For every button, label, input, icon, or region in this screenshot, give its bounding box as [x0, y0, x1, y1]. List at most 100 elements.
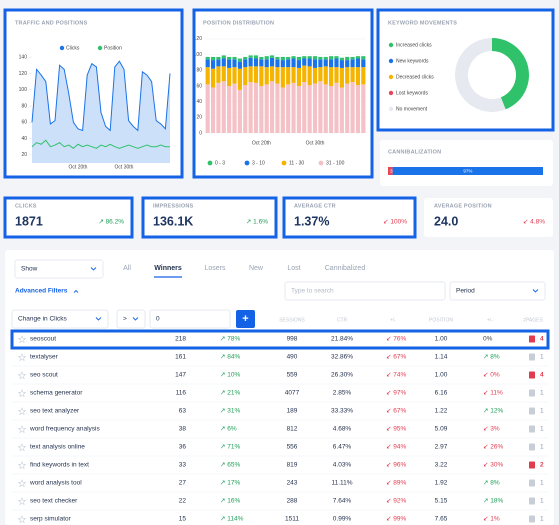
- select[interactable]: [116, 309, 146, 329]
- kpi-change: ↙ 4.8%: [523, 219, 545, 226]
- table-cell: ↙ 26%: [483, 444, 503, 451]
- star-icon[interactable]: [17, 461, 27, 470]
- table-cell: 4: [540, 336, 544, 343]
- bar-segment: [350, 59, 355, 68]
- chevron: [73, 289, 79, 293]
- star-icon[interactable]: [17, 443, 27, 452]
- bar-segment: [243, 67, 248, 86]
- y-tick-label: 40: [196, 99, 202, 105]
- table-cell: 2.97: [435, 444, 448, 451]
- table-cell: ↗ 8%: [483, 480, 500, 487]
- bar-segment: [227, 59, 232, 68]
- star-icon[interactable]: [17, 371, 27, 380]
- table-cell: word analysis tool: [29, 480, 82, 487]
- table-cell: 1.92: [435, 480, 448, 487]
- bar-segment: [334, 56, 339, 59]
- tab[interactable]: Lost: [287, 265, 300, 272]
- bar-segment: [291, 82, 296, 133]
- select[interactable]: [14, 259, 104, 279]
- bar-segment: [307, 66, 312, 86]
- kpi-change: ↗ 86.2%: [98, 219, 124, 226]
- bar-segment: [286, 67, 291, 85]
- legend-swatch: [281, 160, 287, 166]
- table-cell: ↗ 78%: [220, 336, 240, 343]
- table-cell: ↗ 84%: [220, 354, 240, 361]
- star-icon[interactable]: [17, 389, 27, 398]
- bar-segment: [216, 59, 221, 67]
- legend-label: Clicks: [66, 45, 80, 51]
- table-cell: 1: [540, 444, 544, 451]
- star-icon[interactable]: [17, 497, 27, 506]
- tab[interactable]: Cannibalized: [325, 265, 366, 272]
- bar-segment: [237, 68, 242, 90]
- page-icon: [529, 407, 535, 415]
- table-cell: ↙ 92%: [386, 498, 406, 505]
- add-button[interactable]: [236, 310, 255, 328]
- bar-segment: [361, 59, 366, 68]
- tab[interactable]: All: [123, 265, 131, 272]
- table-cell: seo text checker: [30, 498, 78, 505]
- star-icon[interactable]: [17, 425, 27, 434]
- bar-segment: [205, 67, 210, 85]
- bar-segment: [264, 67, 269, 85]
- star-icon[interactable]: [17, 479, 27, 488]
- advanced-filters[interactable]: Advanced Filters: [15, 288, 68, 295]
- bar-segment: [232, 59, 237, 68]
- bar-segment: [286, 84, 291, 133]
- table-cell: ↗ 12%: [483, 408, 503, 415]
- legend-label: 31 - 100: [326, 160, 345, 166]
- bar-segment: [307, 58, 312, 67]
- table-cell: 147: [175, 372, 186, 379]
- table-cell: seoscout: [30, 336, 56, 343]
- star-icon[interactable]: [17, 515, 27, 524]
- bar-segment: [253, 58, 259, 67]
- bar-segment: [237, 89, 242, 133]
- bar-segment: [280, 67, 285, 88]
- chevron: [95, 317, 102, 321]
- area: [32, 61, 170, 163]
- bar-segment: [221, 66, 226, 82]
- table-cell: ↙ 30%: [483, 462, 503, 469]
- bar-segment: [350, 67, 355, 83]
- table-cell: 5.09: [435, 426, 448, 433]
- column-header: +/-: [390, 317, 396, 323]
- table-cell: 1: [540, 354, 544, 361]
- number-input[interactable]: [149, 309, 231, 329]
- donut-slice: [492, 38, 529, 110]
- star-icon[interactable]: [17, 335, 27, 344]
- table-cell: ↙ 3%: [483, 426, 500, 433]
- bar-segment: [291, 67, 296, 83]
- bar-segment: [302, 56, 307, 59]
- search-input[interactable]: [284, 281, 446, 301]
- star-icon[interactable]: [17, 407, 27, 416]
- bar-segment: [221, 55, 226, 59]
- tab[interactable]: Losers: [204, 265, 226, 272]
- kpi-label: IMPRESSIONS: [153, 203, 194, 209]
- bar-segment: [312, 67, 318, 84]
- legend-label: Lost keywords: [396, 90, 428, 96]
- table-cell: 1.14: [435, 354, 448, 361]
- select[interactable]: [11, 309, 109, 329]
- legend-label: Position: [104, 45, 122, 51]
- table-cell: 2.85%: [333, 390, 352, 397]
- tab[interactable]: New: [249, 265, 264, 272]
- select[interactable]: [449, 281, 546, 301]
- legend-swatch: [244, 160, 250, 166]
- table-cell: 0%: [483, 336, 493, 343]
- legend-label: 0 - 3: [215, 160, 225, 166]
- tab[interactable]: Winners: [154, 265, 182, 272]
- table-cell: ↙ 67%: [386, 354, 406, 361]
- table-cell: ↗ 114%: [220, 516, 244, 523]
- table-cell: 161: [175, 354, 186, 361]
- table-cell: 4.68%: [333, 426, 352, 433]
- bar-segment: [227, 67, 232, 86]
- table-cell: 490: [287, 354, 298, 361]
- bar-segment: [232, 56, 237, 60]
- star-icon[interactable]: [17, 353, 27, 362]
- page-icon: [529, 515, 535, 523]
- bar-segment: [323, 84, 328, 133]
- chevron: [132, 317, 139, 321]
- bar-segment: [302, 82, 307, 133]
- bar-segment: [205, 59, 210, 68]
- table-cell: 11.11%: [331, 480, 352, 487]
